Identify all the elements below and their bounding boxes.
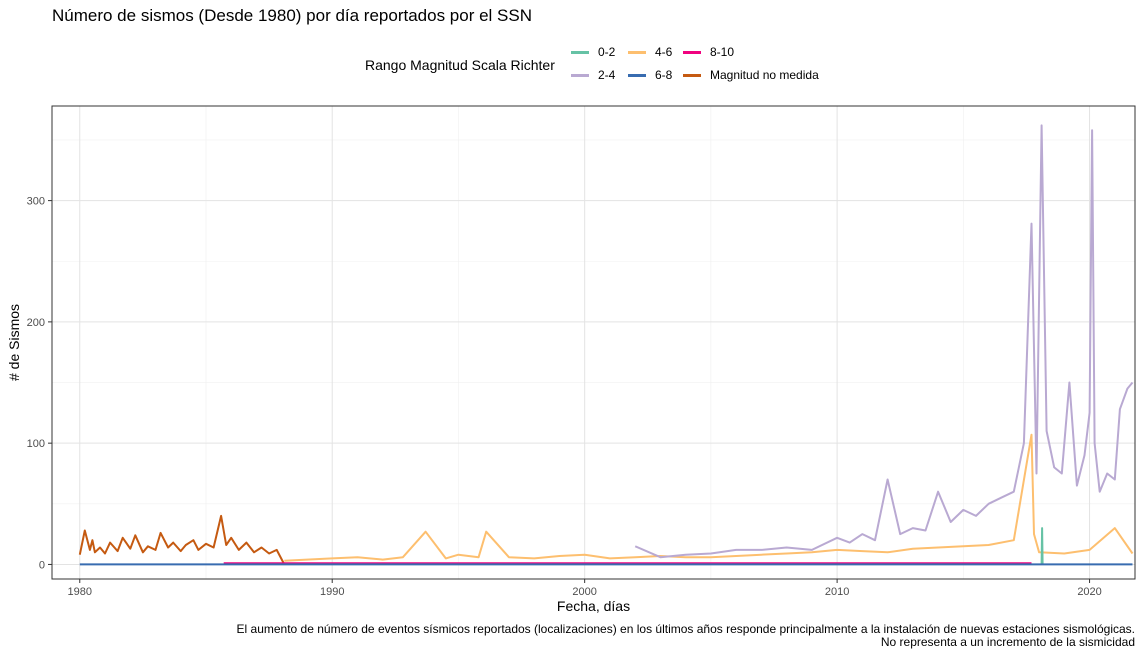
legend-label-2-4: 2-4 bbox=[598, 68, 616, 82]
legend-label-8-10: 8-10 bbox=[710, 45, 735, 59]
legend-label-6-8: 6-8 bbox=[655, 68, 673, 82]
y-axis-title: # de Sismos bbox=[6, 304, 22, 381]
x-tick-label: 1980 bbox=[68, 586, 92, 598]
x-tick-label: 2010 bbox=[825, 586, 849, 598]
y-tick-label: 300 bbox=[27, 196, 45, 208]
legend-label-4-6: 4-6 bbox=[655, 45, 673, 59]
series-line-magnitud-no-medida bbox=[78, 514, 286, 565]
x-tick-label: 2000 bbox=[572, 586, 596, 598]
y-tick-label: 200 bbox=[27, 317, 45, 329]
series-line-2-4 bbox=[634, 124, 1134, 559]
legend-item-4-6: 4-6 bbox=[628, 45, 672, 59]
x-axis-title: Fecha, días bbox=[557, 598, 630, 614]
legend-key-8-10 bbox=[683, 50, 701, 54]
plot-panel-border bbox=[51, 105, 1136, 580]
legend-title: Rango Magnitud Scala Richter bbox=[365, 57, 555, 73]
x-tick-label: 1990 bbox=[320, 586, 344, 598]
caption-line-1: El aumento de número de eventos sísmicos… bbox=[236, 622, 1135, 636]
legend-item-6-8: 6-8 bbox=[628, 68, 672, 82]
series-layer bbox=[78, 124, 1134, 566]
chart-title: Número de sismos (Desde 1980) por día re… bbox=[52, 6, 533, 25]
legend-item-magnitud-no-medida: Magnitud no medida bbox=[683, 68, 819, 82]
series-line-0-2 bbox=[1040, 527, 1044, 565]
caption-line-2: No representa a un incremento de la sism… bbox=[880, 635, 1135, 649]
legend-label-magnitud-no-medida: Magnitud no medida bbox=[710, 68, 819, 82]
legend-key-6-8 bbox=[628, 73, 646, 77]
y-tick-label: 0 bbox=[39, 559, 45, 571]
grid bbox=[52, 106, 1135, 579]
legend-item-8-10: 8-10 bbox=[683, 45, 734, 59]
series-line-4-6 bbox=[284, 433, 1134, 562]
y-tick-label: 100 bbox=[27, 438, 45, 450]
ticks: 1980 1990 2000 2010 2020 0 100 200 300 bbox=[27, 196, 1102, 598]
legend-key-0-2 bbox=[571, 50, 589, 54]
legend-label-0-2: 0-2 bbox=[598, 45, 616, 59]
legend-key-2-4 bbox=[571, 73, 589, 77]
legend-item-2-4: 2-4 bbox=[571, 68, 615, 82]
legend-key-magnitud-no-medida bbox=[683, 73, 701, 77]
legend-key-4-6 bbox=[628, 50, 646, 54]
x-tick-label: 2020 bbox=[1077, 586, 1101, 598]
legend-item-0-2: 0-2 bbox=[571, 45, 615, 59]
